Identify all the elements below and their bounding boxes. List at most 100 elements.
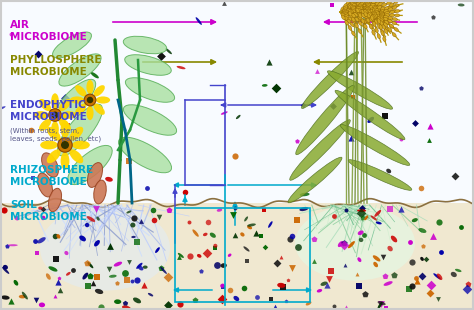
Ellipse shape xyxy=(367,2,373,5)
Ellipse shape xyxy=(365,8,370,11)
Ellipse shape xyxy=(160,267,167,274)
Point xyxy=(63,123,71,128)
Ellipse shape xyxy=(85,223,89,227)
Ellipse shape xyxy=(358,13,362,18)
Ellipse shape xyxy=(350,15,355,19)
Ellipse shape xyxy=(362,20,367,24)
Ellipse shape xyxy=(382,3,387,7)
Point xyxy=(267,296,274,301)
Point xyxy=(175,254,183,259)
Point xyxy=(205,219,212,224)
Point xyxy=(278,254,285,259)
Ellipse shape xyxy=(47,127,61,141)
Point xyxy=(211,246,219,250)
Ellipse shape xyxy=(374,9,379,12)
Ellipse shape xyxy=(345,15,349,19)
Ellipse shape xyxy=(136,263,143,269)
Ellipse shape xyxy=(300,193,310,196)
Point xyxy=(391,272,398,277)
Ellipse shape xyxy=(210,232,216,238)
Point xyxy=(213,263,221,268)
Ellipse shape xyxy=(370,24,374,29)
Ellipse shape xyxy=(379,15,383,19)
Ellipse shape xyxy=(371,215,377,220)
Point xyxy=(266,60,273,65)
Point xyxy=(219,285,227,290)
Point xyxy=(85,167,93,172)
Ellipse shape xyxy=(349,9,354,13)
Ellipse shape xyxy=(372,11,377,14)
Ellipse shape xyxy=(296,85,354,155)
Ellipse shape xyxy=(356,2,361,5)
Ellipse shape xyxy=(368,5,374,8)
Ellipse shape xyxy=(377,6,382,9)
Ellipse shape xyxy=(357,7,361,10)
Point xyxy=(93,275,100,280)
Ellipse shape xyxy=(357,8,361,12)
Ellipse shape xyxy=(373,6,378,8)
Ellipse shape xyxy=(363,4,368,7)
Point xyxy=(423,256,430,261)
Ellipse shape xyxy=(126,78,174,102)
Point xyxy=(271,304,279,309)
Point xyxy=(417,185,425,190)
Ellipse shape xyxy=(59,99,71,111)
Point xyxy=(323,283,331,288)
Ellipse shape xyxy=(390,14,394,17)
Point xyxy=(299,103,306,108)
Point xyxy=(294,245,301,250)
Ellipse shape xyxy=(348,17,353,21)
Ellipse shape xyxy=(380,13,385,16)
Ellipse shape xyxy=(371,16,374,20)
Ellipse shape xyxy=(371,15,375,19)
Ellipse shape xyxy=(374,10,379,13)
Point xyxy=(354,271,361,276)
Ellipse shape xyxy=(93,85,105,96)
Ellipse shape xyxy=(355,17,359,22)
Point xyxy=(34,250,41,255)
Ellipse shape xyxy=(61,152,69,170)
Ellipse shape xyxy=(220,263,227,268)
Point xyxy=(7,298,15,303)
Point xyxy=(164,303,172,308)
Ellipse shape xyxy=(364,11,369,14)
Ellipse shape xyxy=(228,254,231,257)
Ellipse shape xyxy=(375,28,378,33)
Point xyxy=(409,260,416,265)
Ellipse shape xyxy=(352,17,355,22)
Ellipse shape xyxy=(387,6,392,9)
Ellipse shape xyxy=(348,11,352,16)
Ellipse shape xyxy=(364,7,368,10)
Ellipse shape xyxy=(320,281,328,286)
Ellipse shape xyxy=(364,10,368,14)
Point xyxy=(411,120,419,125)
Point xyxy=(343,208,350,213)
Ellipse shape xyxy=(61,111,77,119)
Ellipse shape xyxy=(361,10,365,14)
Ellipse shape xyxy=(356,18,361,21)
Ellipse shape xyxy=(383,281,392,286)
Point xyxy=(347,135,355,140)
Point xyxy=(124,277,131,282)
Ellipse shape xyxy=(348,26,352,30)
Ellipse shape xyxy=(295,206,415,281)
Ellipse shape xyxy=(64,251,68,255)
Ellipse shape xyxy=(217,209,222,212)
Point xyxy=(330,303,337,308)
Point xyxy=(55,280,62,285)
Circle shape xyxy=(84,94,96,106)
Ellipse shape xyxy=(388,8,392,11)
Point xyxy=(35,52,42,57)
Ellipse shape xyxy=(38,206,43,210)
Point xyxy=(406,239,414,244)
Point xyxy=(89,280,97,285)
Ellipse shape xyxy=(378,301,386,305)
Ellipse shape xyxy=(365,7,371,10)
Point xyxy=(191,298,199,303)
Point xyxy=(451,173,459,178)
Ellipse shape xyxy=(130,223,136,228)
Ellipse shape xyxy=(143,265,147,269)
Point xyxy=(397,206,405,211)
Point xyxy=(412,275,420,280)
Ellipse shape xyxy=(376,18,380,23)
